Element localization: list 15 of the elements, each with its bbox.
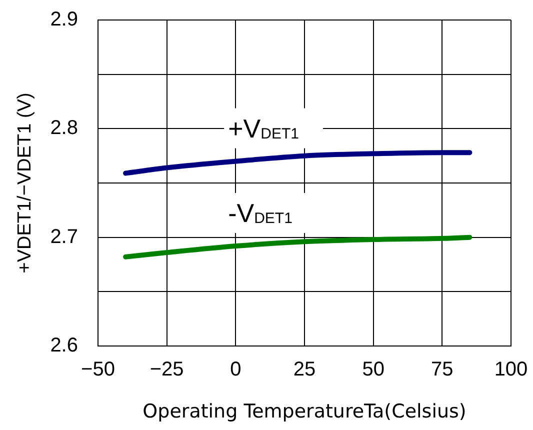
x-tick-label: 50: [362, 358, 384, 381]
y-tick-label: 2.9: [50, 8, 78, 31]
y-tick-label: 2.7: [50, 226, 78, 248]
x-axis-title: Operating TemperatureTa(Celsius): [142, 400, 466, 423]
x-tick-label: 25: [293, 358, 316, 381]
series-label: -VDET1: [228, 198, 292, 228]
x-tick-label: 75: [431, 358, 454, 381]
x-tick-label: −50: [81, 358, 115, 381]
y-axis-title: +VDET1/−VDET1 (V): [14, 92, 36, 274]
x-tick-label: 100: [494, 358, 528, 381]
x-tick-label: 0: [230, 358, 242, 381]
series-label: +VDET1: [228, 113, 299, 144]
y-tick-label: 2.8: [50, 117, 78, 140]
x-tick-label: −25: [150, 358, 184, 381]
y-tick-label: 2.6: [50, 334, 78, 357]
